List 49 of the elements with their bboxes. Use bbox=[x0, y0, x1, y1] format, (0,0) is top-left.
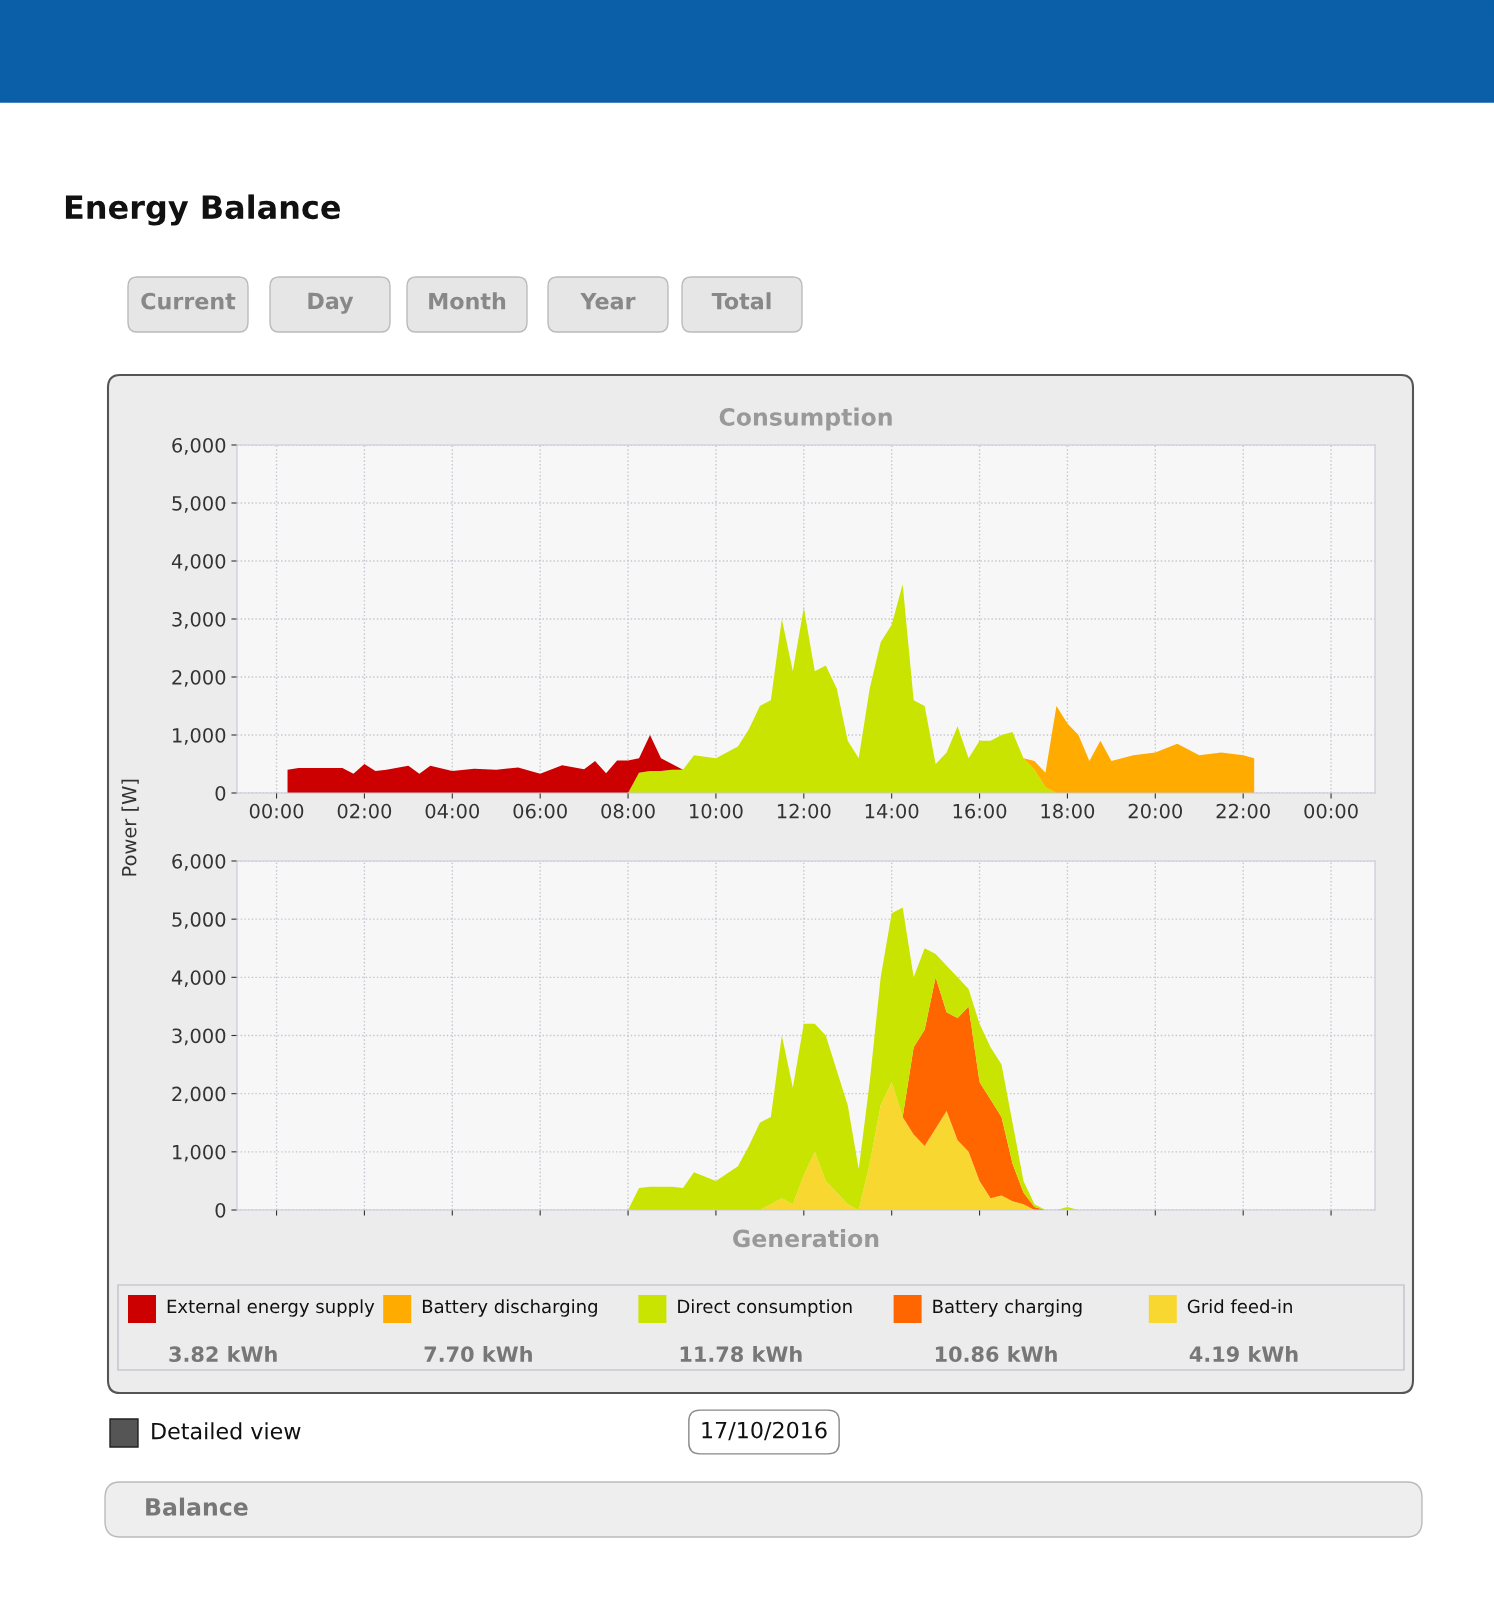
y-tick-label: 0 bbox=[215, 1202, 226, 1218]
y-tick-label: 2,000 bbox=[172, 669, 226, 687]
x-tick-label: 00:00 bbox=[1304, 803, 1358, 819]
text: Month bbox=[429, 292, 506, 310]
x-tick-label: 20:00 bbox=[1128, 803, 1183, 819]
x-tick-label: 22:00 bbox=[1216, 803, 1270, 819]
x-tick-label: 12:00 bbox=[777, 803, 831, 819]
y-tick-label: 1,000 bbox=[173, 727, 226, 745]
y-tick-label: 3,000 bbox=[172, 611, 226, 629]
legend-label: Grid feed-in bbox=[1187, 1299, 1292, 1314]
text: Balance bbox=[146, 1497, 248, 1516]
text: Current bbox=[141, 292, 236, 310]
text: Energy Balance bbox=[65, 194, 340, 226]
legend-label: Battery discharging bbox=[422, 1299, 597, 1317]
y-axis-title: Power [W] bbox=[121, 779, 139, 876]
text: 7.70 kWh bbox=[424, 1345, 532, 1363]
y-tick-label: 0 bbox=[215, 785, 226, 801]
y-tick-label: 6,000 bbox=[172, 853, 226, 871]
y-tick-label: 6,000 bbox=[172, 437, 226, 455]
text: Year bbox=[580, 292, 636, 310]
text: 11.78 kWh bbox=[680, 1345, 802, 1363]
text: Day bbox=[308, 292, 354, 314]
chart-title: Consumption bbox=[719, 407, 892, 431]
x-tick-label: 10:00 bbox=[690, 803, 743, 819]
x-tick-label: 08:00 bbox=[601, 803, 655, 819]
y-tick-label: 5,000 bbox=[172, 912, 226, 929]
x-tick-label: 16:00 bbox=[953, 803, 1007, 819]
y-tick-label: 3,000 bbox=[172, 1028, 226, 1046]
legend-label: Battery charging bbox=[933, 1299, 1082, 1317]
y-tick-label: 4,000 bbox=[171, 970, 226, 987]
y-tick-label: 4,000 bbox=[171, 553, 226, 571]
x-tick-label: 14:00 bbox=[865, 803, 919, 819]
text: Total bbox=[711, 292, 771, 310]
text: Detailed view bbox=[152, 1422, 301, 1440]
y-tick-label: 1,000 bbox=[173, 1144, 226, 1162]
x-tick-label: 18:00 bbox=[1041, 803, 1095, 819]
text: Generation bbox=[733, 1229, 879, 1248]
text: 10.86 kWh bbox=[935, 1345, 1057, 1363]
legend-label: External energy supply bbox=[167, 1299, 375, 1317]
x-tick-label: 04:00 bbox=[425, 803, 480, 819]
text: 4.19 kWh bbox=[1189, 1345, 1298, 1363]
y-tick-label: 2,000 bbox=[172, 1086, 226, 1104]
x-tick-label: 06:00 bbox=[513, 803, 567, 819]
text: 17/10/2016 bbox=[702, 1421, 827, 1441]
text: 3.82 kWh bbox=[169, 1345, 277, 1363]
x-tick-label: 00:00 bbox=[249, 803, 304, 819]
legend-label: Direct consumption bbox=[678, 1299, 852, 1317]
y-tick-label: 5,000 bbox=[172, 495, 226, 513]
x-tick-label: 02:00 bbox=[337, 803, 392, 819]
